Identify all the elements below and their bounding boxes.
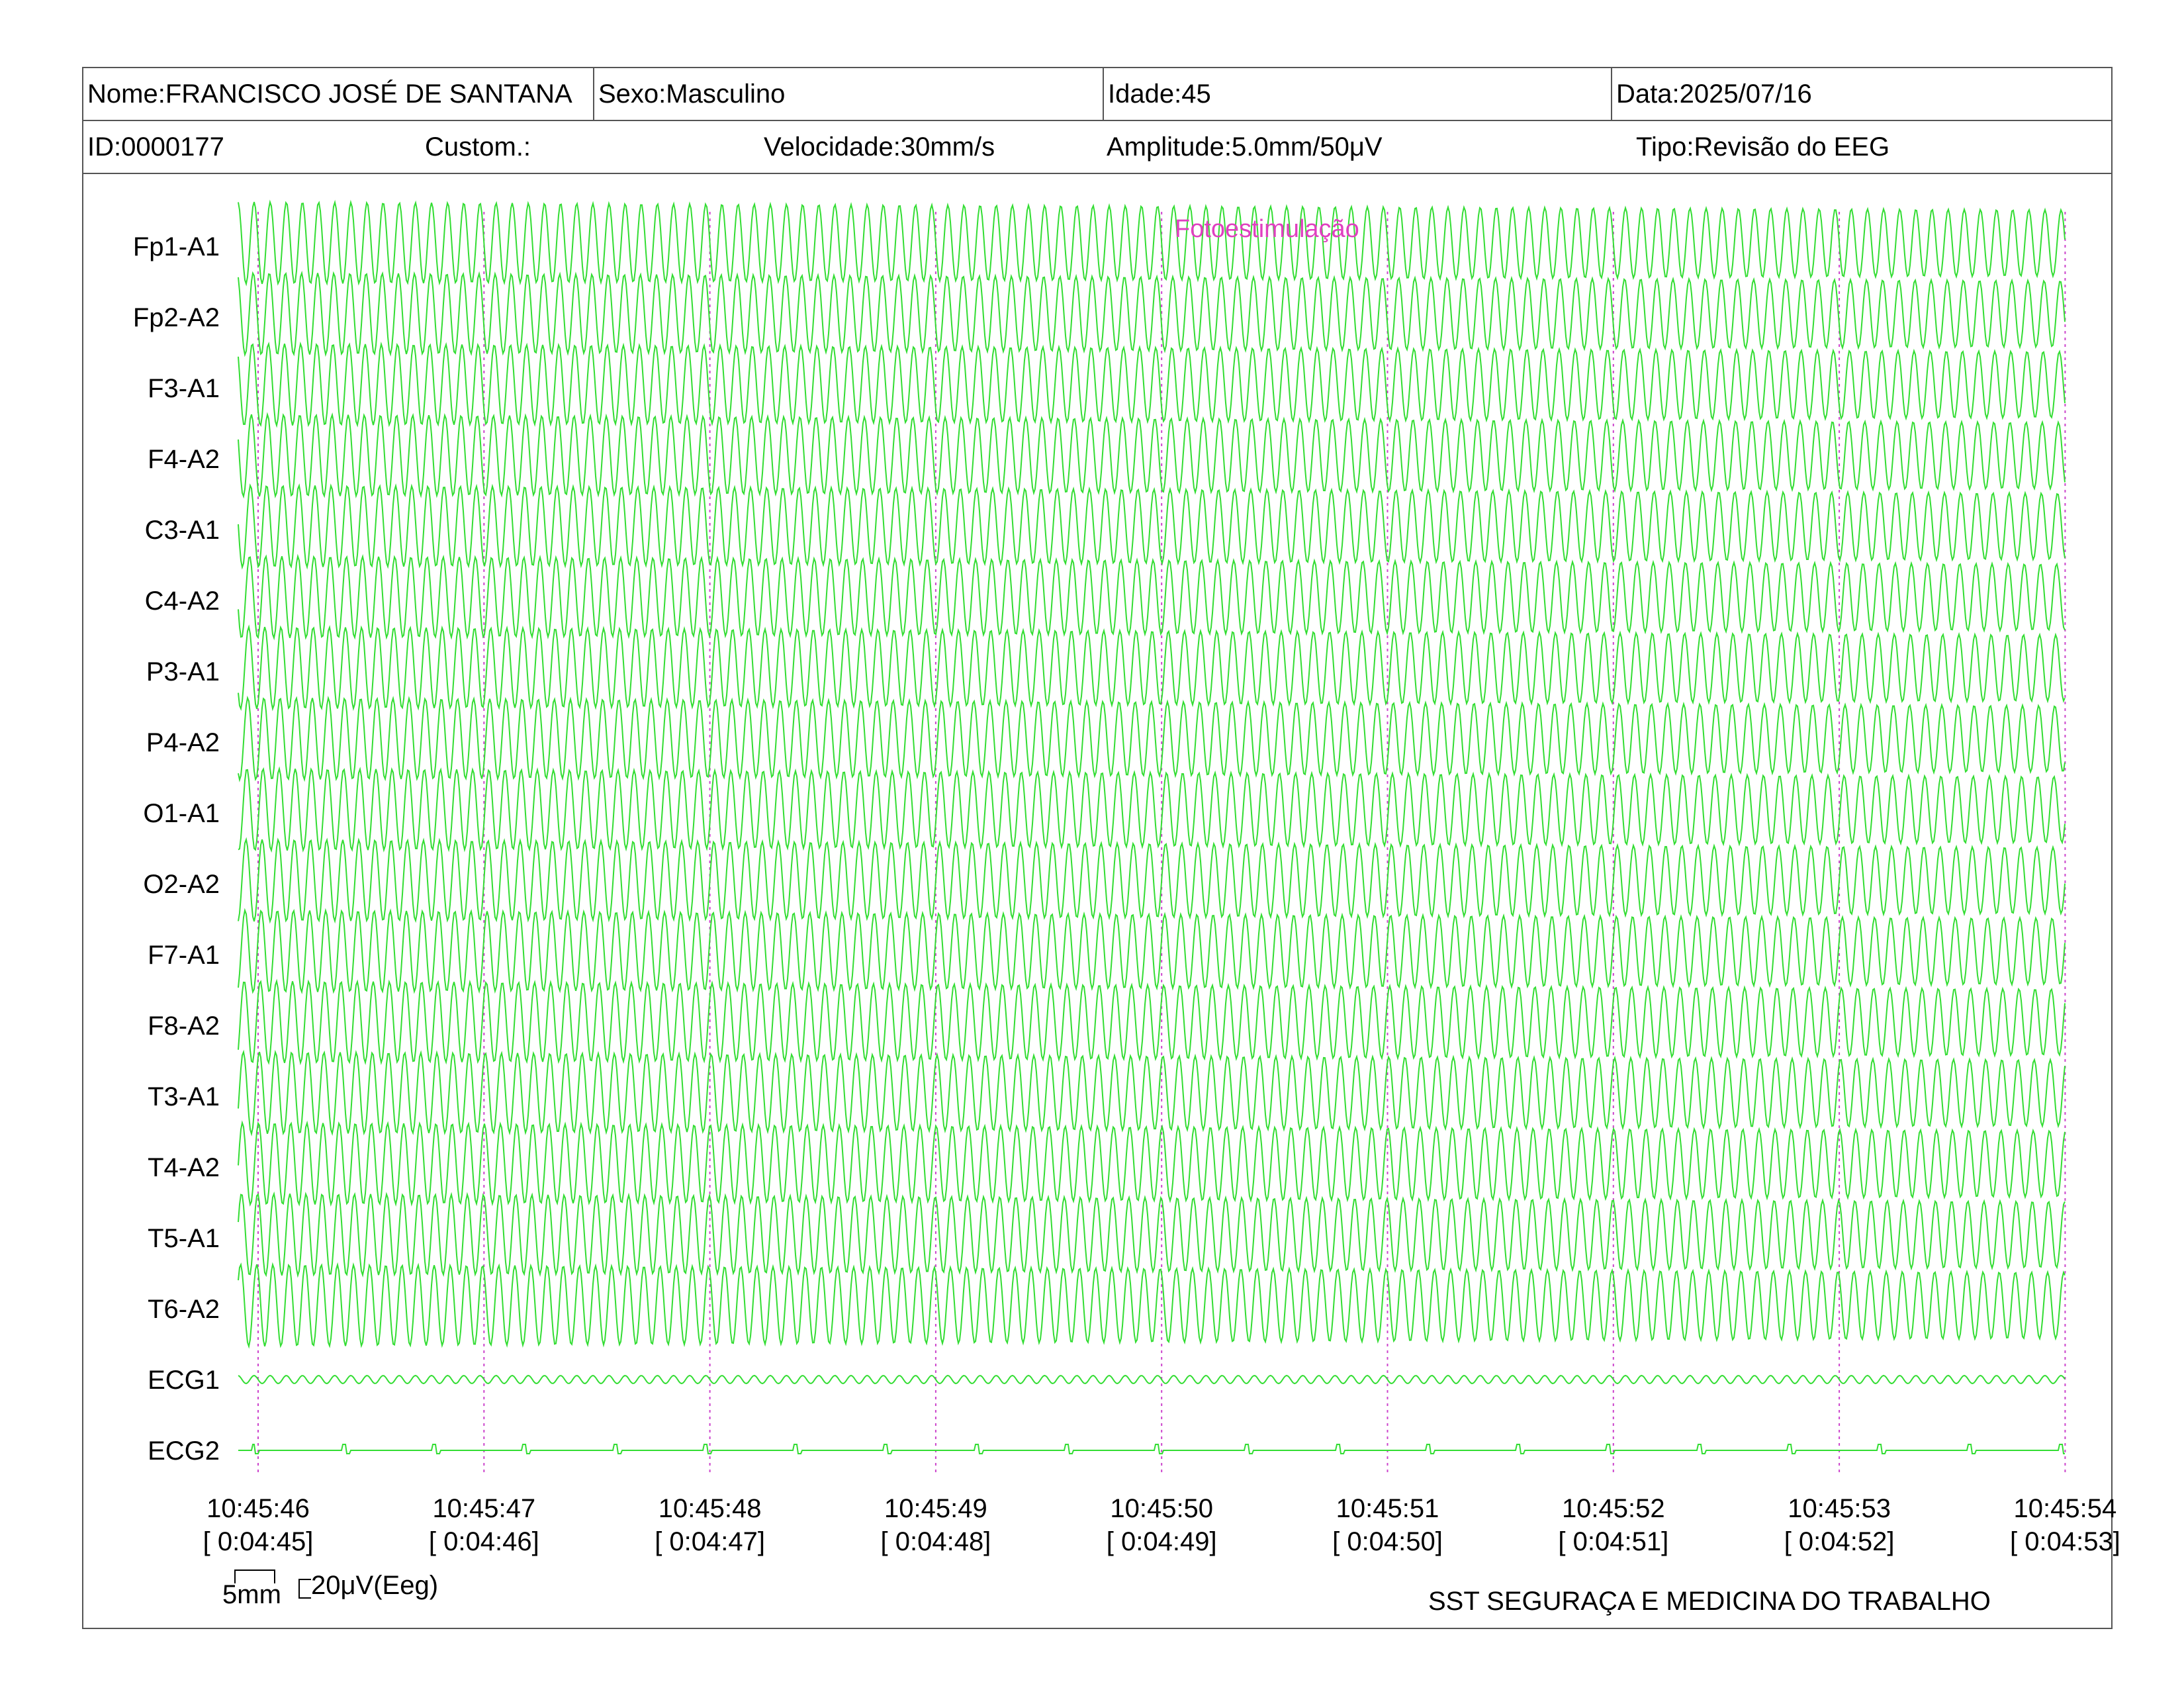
time-tick-label: 10:45:50 [1110,1494,1213,1523]
channel-label: Fp1-A1 [133,232,220,261]
custom-field: Custom.: [425,132,531,162]
time-tick-label: 10:45:46 [206,1494,310,1523]
channel-label: T4-A2 [148,1153,220,1182]
elapsed-tick-label: [ 0:04:48] [881,1527,991,1556]
amplitude-setting: Amplitude:5.0mm/50μV [1107,132,1383,162]
channel-trace [238,341,2066,428]
elapsed-tick-label: [ 0:04:50] [1332,1527,1443,1556]
eeg-traces [238,199,2066,1454]
time-markers [257,212,2066,1476]
elapsed-tick-label: [ 0:04:45] [203,1527,314,1556]
channel-label: P4-A2 [146,728,220,757]
channel-trace [238,695,2066,782]
exam-type: Tipo:Revisão do EEG [1636,132,1890,162]
channel-trace [238,1262,2066,1349]
channel-trace [238,908,2066,994]
time-tick-label: 10:45:54 [2014,1494,2117,1523]
elapsed-tick-label: [ 0:04:52] [1784,1527,1895,1556]
elapsed-tick-label: [ 0:04:51] [1558,1527,1668,1556]
channel-label: F8-A2 [148,1011,220,1041]
channel-trace [238,1049,2066,1137]
channel-label: F7-A1 [148,941,220,970]
channel-trace [238,1191,2066,1278]
patient-age: Idade:45 [1103,68,1611,120]
time-tick-label: 10:45:48 [659,1494,762,1523]
channel-label: F4-A2 [148,445,220,474]
channel-trace [238,270,2066,357]
amplitude-scale-label: 20μV(Eeg) [311,1571,438,1600]
patient-sex: Sexo:Masculino [593,68,1103,120]
time-scale-mark [234,1570,275,1583]
channel-label: Fp2-A2 [133,303,220,332]
channel-label: P3-A1 [146,657,220,686]
elapsed-tick-label: [ 0:04:47] [655,1527,765,1556]
header-row-2: ID:0000177 Custom.: Velocidade:30mm/s Am… [83,121,2111,174]
channel-trace [238,412,2066,499]
channel-trace [238,624,2066,712]
channel-label: ECG1 [148,1366,220,1395]
time-scale-label: 5mm [222,1580,281,1609]
photostimulation-annotation: Fotoestimulação [1175,215,1359,243]
channel-label: T5-A1 [148,1224,220,1253]
speed-setting: Velocidade:30mm/s [764,132,995,162]
channel-trace [238,483,2066,570]
patient-id: ID:0000177 [87,132,224,162]
report-frame: Nome:FRANCISCO JOSÉ DE SANTANA Sexo:Masc… [82,67,2113,1629]
time-tick-label: 10:45:47 [432,1494,535,1523]
channel-label: T6-A2 [148,1295,220,1324]
organization-footer: SST SEGURAÇA E MEDICINA DO TRABALHO [1428,1587,1991,1616]
channel-label: C4-A2 [145,586,220,616]
channel-label: ECG2 [148,1436,220,1466]
patient-name: Nome:FRANCISCO JOSÉ DE SANTANA [87,79,572,109]
channel-trace [238,837,2066,924]
channel-trace [238,978,2066,1066]
scale-bar: 5mm 20μV(Eeg) [222,1570,438,1609]
time-tick-label: 10:45:53 [1788,1494,1891,1523]
channel-labels: Fp1-A1 Fp2-A2 F3-A1 F4-A2 C3-A1 C4-A2 P3-A1 P4-… [133,232,220,1466]
channel-trace [238,1374,2066,1385]
elapsed-tick-label: [ 0:04:46] [429,1527,539,1556]
channel-label: O1-A1 [143,799,220,828]
time-axis: 10:45:46 [ 0:04:45] 10:45:47 [ 0:04:46] 10:4… [203,1494,2120,1556]
channel-trace [238,766,2066,853]
time-tick-label: 10:45:49 [884,1494,987,1523]
channel-trace [238,199,2066,287]
channel-label: C3-A1 [145,516,220,545]
channel-trace [238,553,2066,641]
elapsed-tick-label: [ 0:04:49] [1107,1527,1217,1556]
channel-trace [238,1120,2066,1207]
channel-label: T3-A1 [148,1082,220,1111]
amplitude-scale-mark [298,1579,311,1599]
time-tick-label: 10:45:52 [1562,1494,1665,1523]
channel-label: F3-A1 [148,374,220,403]
time-tick-label: 10:45:51 [1336,1494,1439,1523]
channel-label: O2-A2 [143,870,220,899]
header-row-1: Nome:FRANCISCO JOSÉ DE SANTANA Sexo:Masc… [83,68,2111,121]
elapsed-tick-label: [ 0:04:53] [2010,1527,2120,1556]
exam-date: Data:2025/07/16 [1611,68,2114,120]
channel-trace [238,1444,2065,1454]
